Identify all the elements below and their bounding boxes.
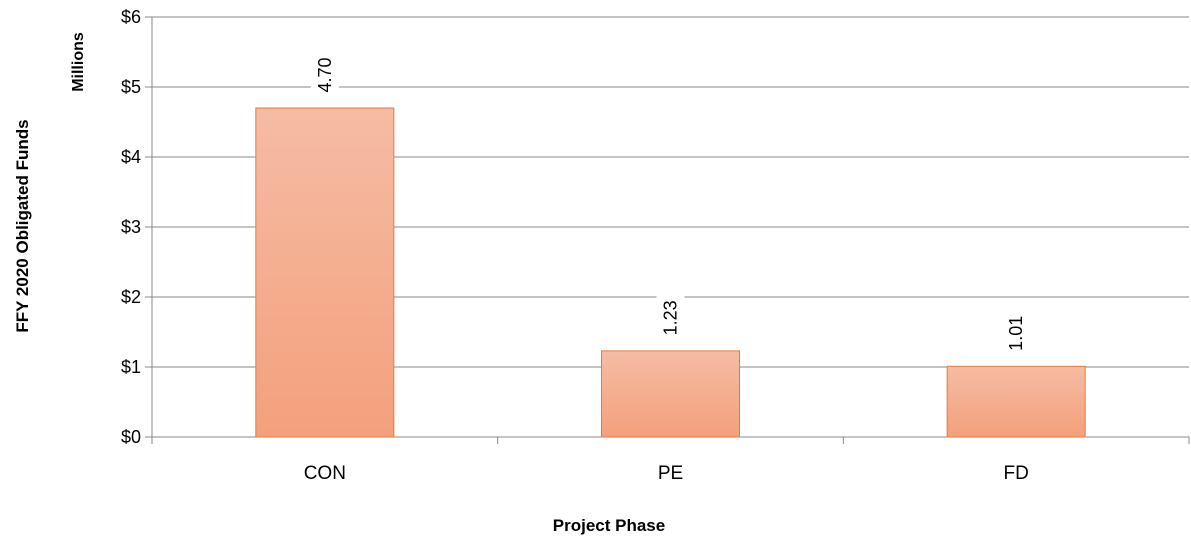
y-axis-title: FFY 2020 Obligated Funds — [13, 119, 32, 332]
y-unit-label: Millions — [70, 32, 87, 92]
data-labels: 4.70 1.23 1.01 — [310, 50, 1031, 359]
bar-con — [255, 107, 395, 438]
data-label-fd: 1.01 — [1006, 316, 1026, 351]
x-tick-label-pe: PE — [658, 463, 683, 484]
y-tick-label: $6 — [121, 7, 141, 27]
data-label-pe: 1.23 — [661, 300, 681, 335]
data-label-background — [310, 50, 339, 100]
y-tick-label: $4 — [121, 147, 141, 167]
bar-pe — [601, 350, 740, 438]
x-tick-label-con: CON — [304, 463, 346, 484]
y-tick-label: $3 — [121, 217, 141, 237]
bars — [255, 107, 1086, 438]
bar-fd — [946, 365, 1086, 438]
x-axis-title: Project Phase — [553, 516, 665, 535]
data-label-con: 4.70 — [315, 57, 335, 92]
data-label-background — [1002, 308, 1031, 359]
y-tick-label: $1 — [121, 357, 141, 377]
x-tick-labels: CON PE FD — [304, 463, 1029, 484]
y-tick-labels: $0 $1 $2 $3 $4 $5 $6 — [121, 7, 141, 447]
y-tick-label: $0 — [121, 427, 141, 447]
y-tick-label: $2 — [121, 287, 141, 307]
data-label-background — [656, 292, 685, 343]
x-tick-label-fd: FD — [1004, 463, 1029, 484]
y-tick-label: $5 — [121, 77, 141, 97]
